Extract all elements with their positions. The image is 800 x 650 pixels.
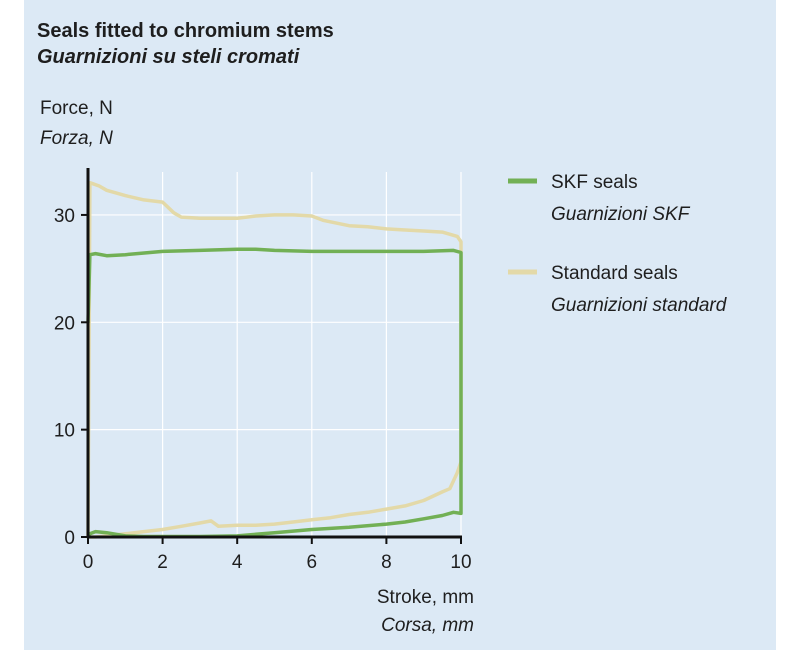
line-chart: Seals fitted to chromium stems Guarnizio…	[37, 20, 728, 636]
chart-panel: Seals fitted to chromium stems Guarnizio…	[24, 0, 776, 650]
legend: SKF seals Guarnizioni SKF Standard seals…	[508, 172, 728, 316]
legend-label-standard-italian: Guarnizioni standard	[551, 295, 728, 316]
y-tick-label: 20	[54, 313, 75, 334]
tick-labels: 0 2 4 6 8 10 0 10 20 30	[54, 206, 472, 573]
x-tick-label: 6	[307, 552, 318, 573]
x-axis-label: Stroke, mm	[377, 587, 474, 608]
y-axis-label-italian: Forza, N	[40, 128, 113, 149]
x-tick-label: 8	[381, 552, 392, 573]
chart-title: Seals fitted to chromium stems	[37, 20, 334, 42]
x-tick-label: 0	[83, 552, 94, 573]
x-tick-label: 10	[450, 552, 471, 573]
y-tick-label: 30	[54, 206, 75, 227]
chart-subtitle: Guarnizioni su steli cromati	[37, 46, 300, 68]
legend-label-standard: Standard seals	[551, 263, 678, 284]
x-axis-label-italian: Corsa, mm	[381, 615, 474, 636]
y-axis-label: Force, N	[40, 98, 113, 119]
x-tick-label: 4	[232, 552, 243, 573]
y-tick-label: 0	[64, 528, 75, 549]
axes	[81, 168, 462, 544]
series-line-standard-seals	[86, 180, 463, 539]
legend-label-skf: SKF seals	[551, 172, 638, 193]
series-line-skf-seals	[86, 247, 463, 539]
series-lines	[86, 180, 463, 539]
legend-label-skf-italian: Guarnizioni SKF	[551, 204, 691, 225]
y-tick-label: 10	[54, 421, 75, 442]
x-tick-label: 2	[157, 552, 168, 573]
grid-lines	[88, 172, 462, 537]
